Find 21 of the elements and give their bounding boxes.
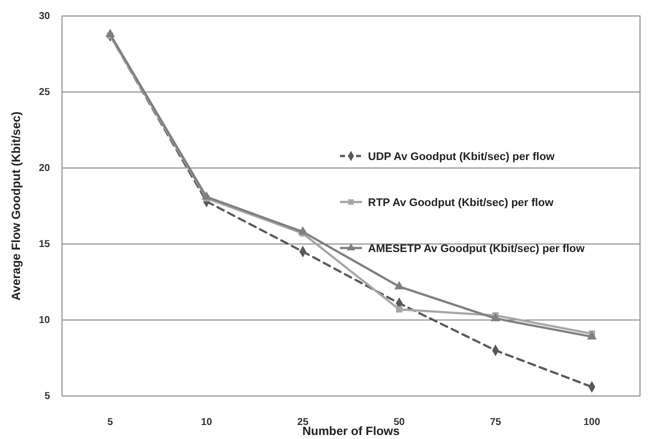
y-tick-label: 10 — [38, 315, 50, 326]
point — [394, 281, 404, 290]
point — [202, 191, 212, 200]
x-tick-label: 100 — [583, 417, 601, 428]
x-tick-label: 75 — [490, 417, 502, 428]
point — [396, 306, 402, 313]
point — [298, 226, 308, 235]
point — [105, 28, 115, 38]
point — [587, 331, 597, 340]
legend-label: AMESETP Av Goodput (Kbit/sec) per flow — [368, 243, 585, 255]
legend-label: RTP Av Goodput (Kbit/sec) per flow — [368, 197, 554, 209]
x-tick-label: 5 — [107, 417, 114, 428]
y-tick-label: 30 — [38, 11, 50, 22]
point — [490, 312, 500, 322]
legend-label: UDP Av Goodput (Kbit/sec) per flow — [368, 151, 556, 163]
y-axis-title: Average Flow Goodput (Kbit/sec) — [9, 112, 23, 300]
y-tick-label: 15 — [38, 239, 50, 250]
y-tick-label: 20 — [38, 163, 50, 174]
y-tick-label: 5 — [44, 391, 50, 402]
x-tick-label: 10 — [200, 417, 212, 428]
y-tick-label: 25 — [38, 87, 50, 98]
